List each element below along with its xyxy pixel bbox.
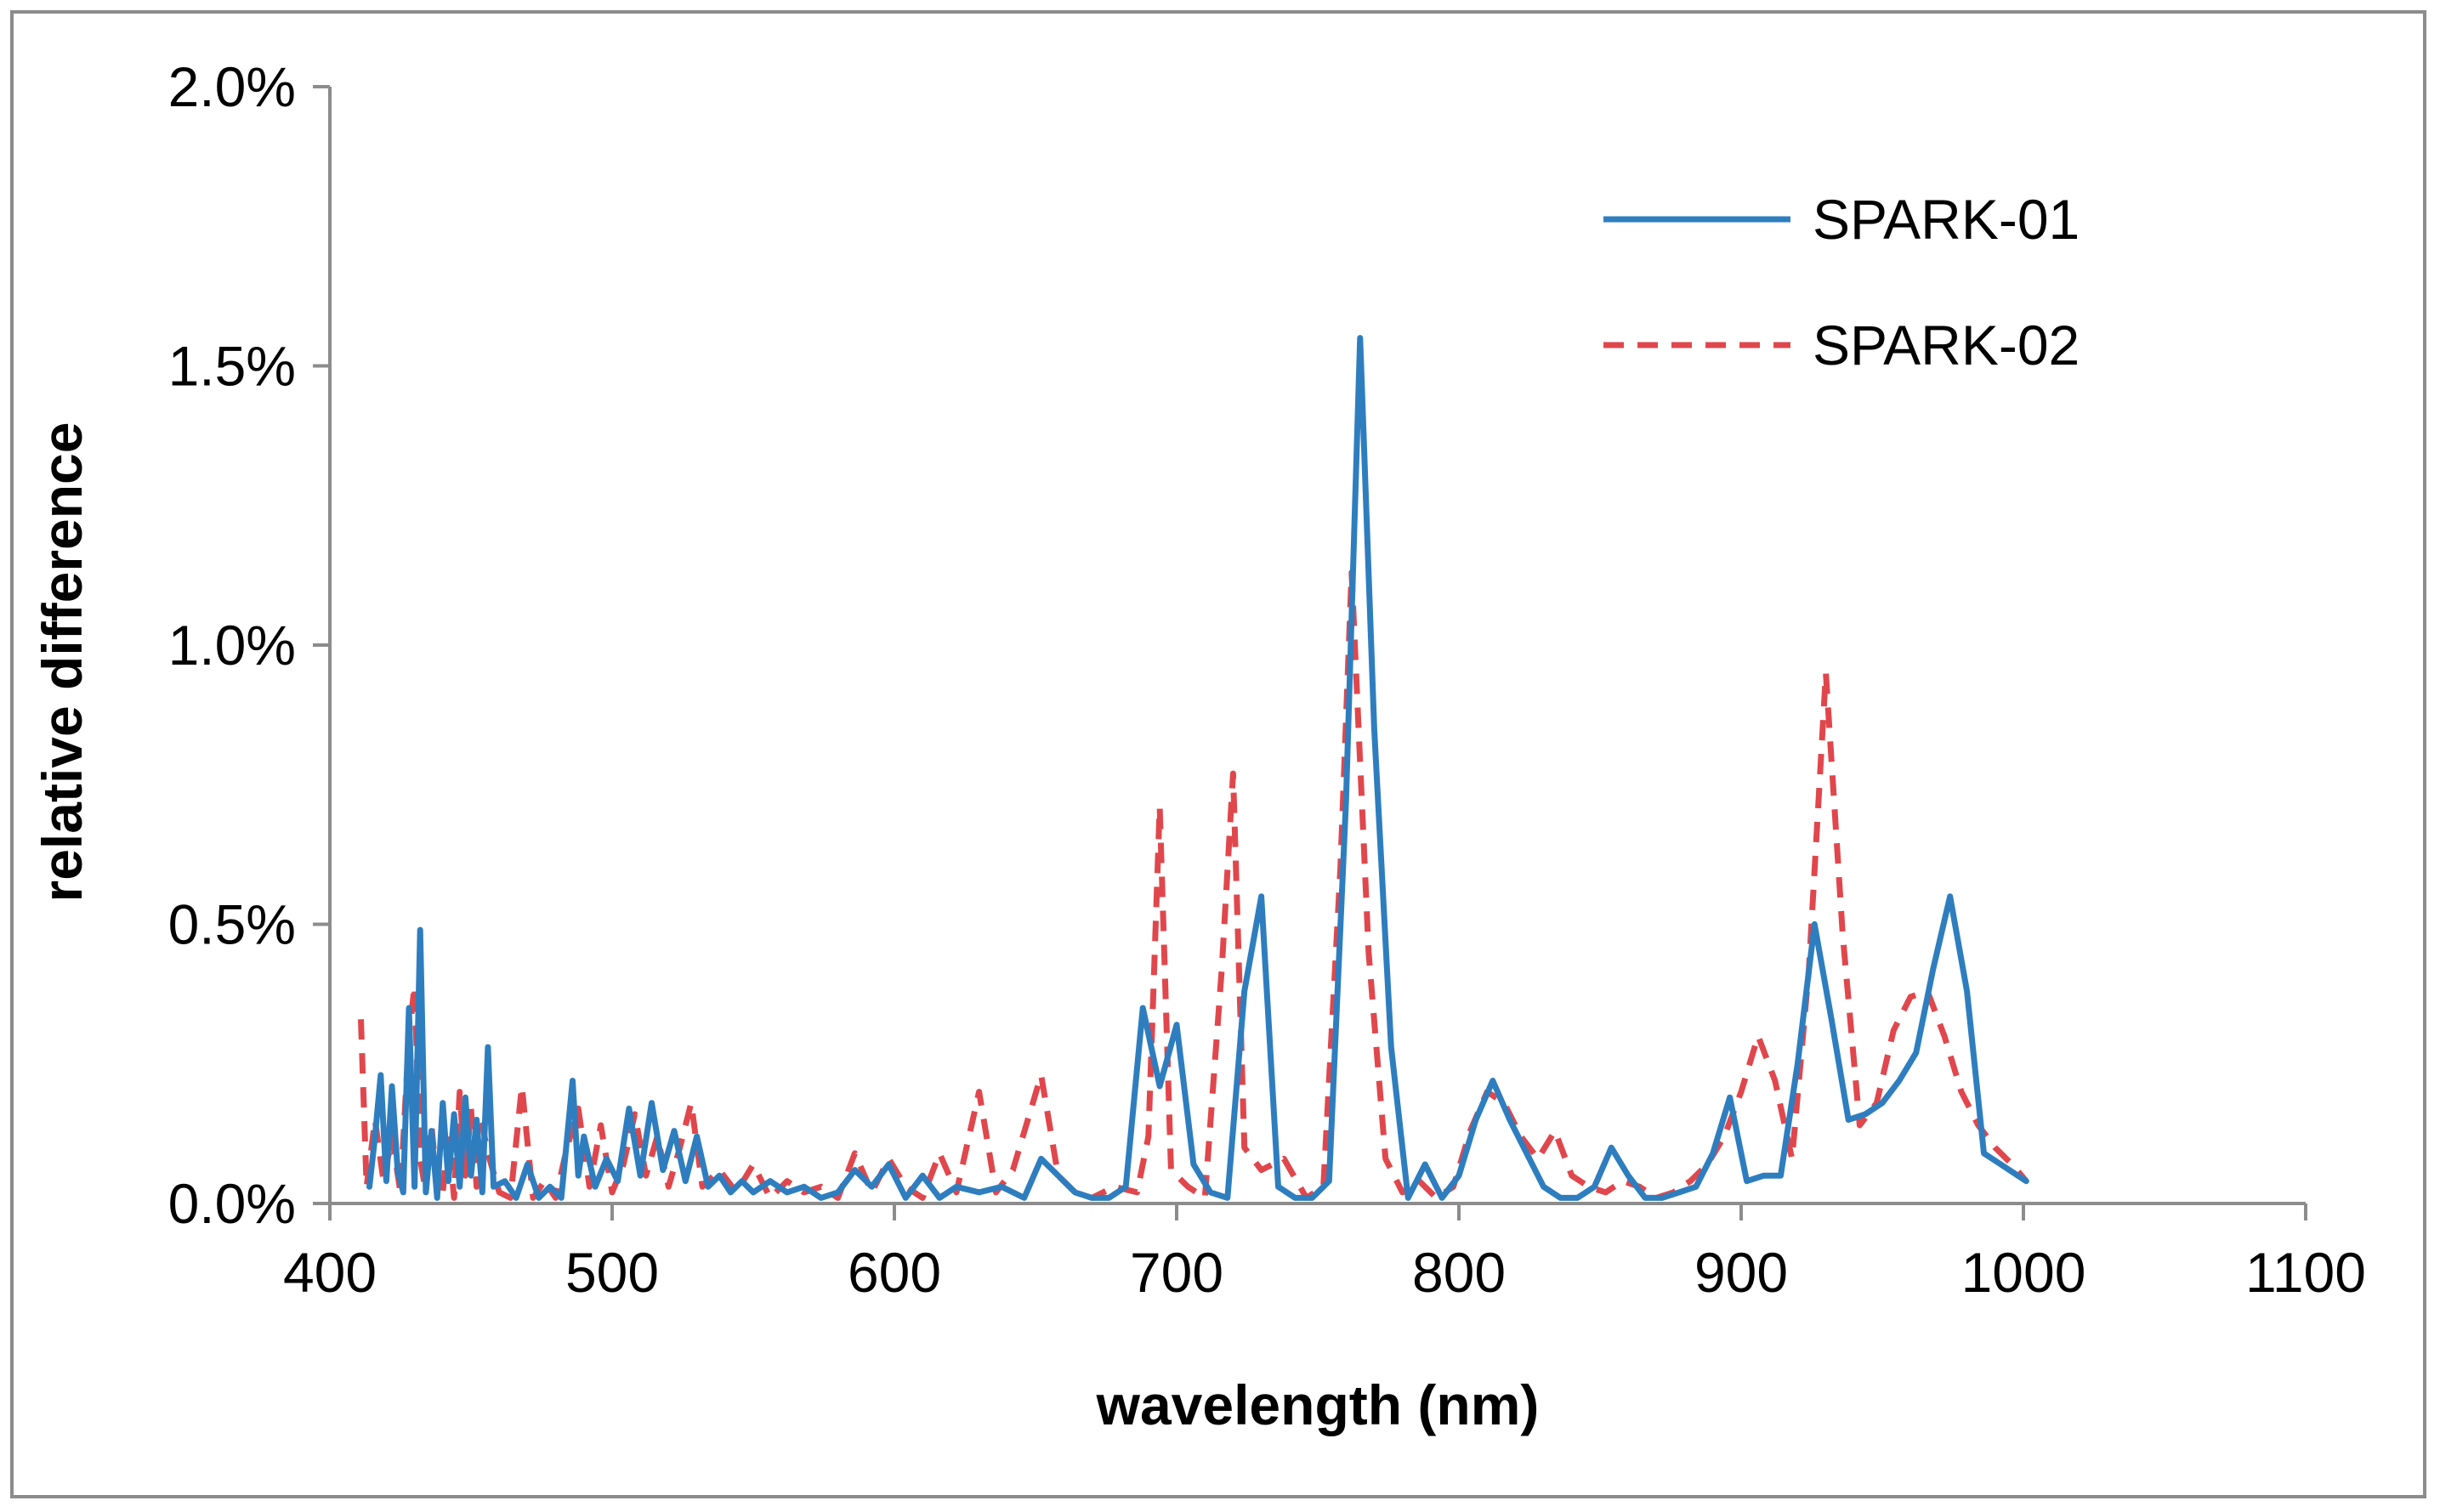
- series-line-spark-01: [366, 335, 2029, 1201]
- x-tick-label: 600: [848, 1241, 941, 1304]
- x-tick-label: 400: [283, 1241, 377, 1304]
- x-axis-title: wavelength (nm): [1096, 1373, 1540, 1436]
- legend-item: SPARK-02: [1603, 314, 2080, 377]
- legend-label: SPARK-02: [1813, 314, 2080, 377]
- x-tick-label: 800: [1412, 1241, 1506, 1304]
- legend-label: SPARK-01: [1813, 188, 2080, 251]
- x-tick-label: 1000: [1961, 1241, 2086, 1304]
- x-tick-label: 500: [565, 1241, 659, 1304]
- y-tick-label: 1.0%: [168, 614, 296, 677]
- y-tick-label: 2.0%: [168, 55, 296, 118]
- x-axis: 400 500 600 700 800 900 1000 1100: [283, 1202, 2366, 1304]
- legend: SPARK-01 SPARK-02: [1603, 188, 2080, 377]
- series-lines: [358, 335, 2029, 1201]
- x-tick-label: 900: [1694, 1241, 1788, 1304]
- chart-frame: 0.0% 0.5% 1.0% 1.5% 2.0% 400 500 600 700 800 900 1…: [10, 10, 2426, 1498]
- line-chart: 0.0% 0.5% 1.0% 1.5% 2.0% 400 500 600 700 800 900 1…: [31, 55, 2366, 1436]
- y-tick-label: 1.5%: [168, 335, 296, 398]
- y-tick-label: 0.5%: [168, 893, 296, 956]
- x-tick-label: 700: [1130, 1241, 1223, 1304]
- x-tick-label: 1100: [2245, 1241, 2366, 1304]
- series-line-spark-02: [358, 569, 2029, 1201]
- legend-item: SPARK-01: [1603, 188, 2080, 251]
- y-tick-label: 0.0%: [168, 1172, 296, 1235]
- y-axis-title: relative difference: [31, 422, 94, 903]
- y-axis: 0.0% 0.5% 1.0% 1.5% 2.0%: [168, 55, 332, 1235]
